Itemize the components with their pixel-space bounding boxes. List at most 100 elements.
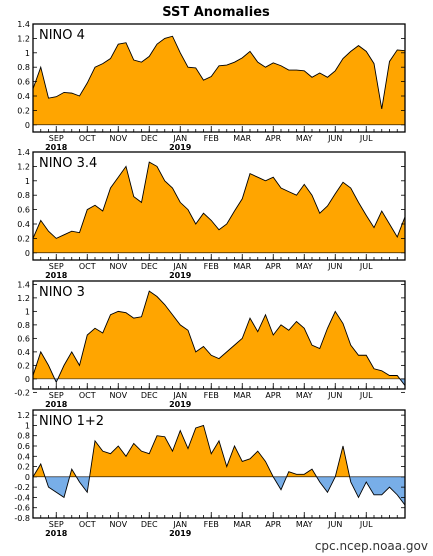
anomaly-line [33,424,405,506]
panel-2-plot-area [33,161,405,254]
y-tick-label: 0.8 [17,321,30,330]
y-tick-label: 1.4 [17,20,30,29]
source-credit: cpc.ncep.noaa.gov [315,539,428,553]
x-tick-label: FEB [204,262,219,271]
anomaly-line [33,161,405,239]
x-tick-label: MAR [233,134,251,143]
y-tick-label: 0.6 [17,334,30,343]
panel-label-background [37,284,87,301]
y-tick-label: -0.2 [14,483,30,492]
y-tick-label: 1.2 [17,34,30,43]
x-tick-label: JUL [359,391,373,400]
y-tick-label: 0.4 [17,220,30,229]
x-tick-label: FEB [204,134,219,143]
x-tick-label: MAR [233,520,251,529]
panel-3-plot-area [33,290,405,386]
x-tick-label: OCT [79,262,96,271]
y-tick-label: 1 [25,177,30,186]
panel-4-plot-area [33,424,405,506]
year-label: 2019 [169,271,192,280]
y-tick-label: 1 [25,421,30,430]
x-tick-label: JUN [327,134,342,143]
y-tick-label: 0.2 [17,234,30,243]
y-tick-label: 1.4 [17,280,30,289]
x-tick-label: JUN [327,391,342,400]
x-tick-label: JUN [327,262,342,271]
x-tick-label: OCT [79,391,96,400]
y-tick-label: 0.2 [17,106,30,115]
y-tick-label: -0.4 [14,493,30,502]
x-tick-label: JAN [172,520,187,529]
anomaly-line [33,35,405,110]
y-tick-label: 1.2 [17,411,30,420]
x-tick-label: APR [265,134,281,143]
x-tick-label: FEB [204,520,219,529]
y-tick-label: 0.4 [17,348,30,357]
x-tick-label: SEP [49,391,64,400]
panel-label-background [37,413,107,430]
y-tick-label: -0.8 [14,514,30,523]
positive-anomaly-area [33,425,350,477]
x-tick-label: APR [265,391,281,400]
x-tick-label: DEC [141,134,158,143]
y-tick-label: 0.6 [17,206,30,215]
y-tick-label: 1.4 [17,148,30,157]
x-tick-label: FEB [204,391,219,400]
panel-3: -0.2 0 0.2 0.4 0.6 0.8 1 1.2 1.4 SEP OCT NOV DEC JAN F… [14,280,406,409]
x-tick-label: MAY [296,520,313,529]
x-tick-label: MAY [296,262,313,271]
x-tick-label: MAR [233,262,251,271]
x-tick-label: MAY [296,134,313,143]
x-tick-label: JUL [359,262,373,271]
positive-anomaly-area [33,162,405,253]
year-label: 2018 [45,143,68,152]
y-tick-label: 1 [25,307,30,316]
y-tick-label: 0.6 [17,78,30,87]
x-tick-label: JAN [172,391,187,400]
x-tick-label: MAR [233,391,251,400]
x-tick-label: OCT [79,134,96,143]
x-tick-label: SEP [49,262,64,271]
x-tick-label: JAN [172,262,187,271]
x-tick-label: JUL [359,520,373,529]
x-tick-label: MAY [296,391,313,400]
y-tick-label: 0.4 [17,452,30,461]
x-tick-label: APR [265,520,281,529]
x-tick-label: JUN [327,520,342,529]
y-tick-label: 0.8 [17,432,30,441]
y-tick-label: 0 [25,375,30,384]
x-tick-label: DEC [141,520,158,529]
x-tick-label: DEC [141,391,158,400]
panel-label: NINO 1+2 [39,414,104,429]
figure-title: SST Anomalies [162,5,270,20]
y-tick-label: 0 [25,473,30,482]
x-tick-label: OCT [79,520,96,529]
x-tick-label: NOV [109,134,127,143]
panel-1: 0 0.2 0.4 0.6 0.8 1 1.2 1.4 SEP OCT NOV DEC JAN FEB MA… [17,20,406,152]
y-tick-label: 0 [25,121,30,130]
y-tick-label: -0.6 [14,504,30,513]
year-label: 2018 [45,271,68,280]
year-label: 2019 [169,529,192,538]
y-tick-label: 1.2 [17,294,30,303]
panel-1-plot-area [33,35,405,126]
x-tick-label: APR [265,262,281,271]
year-label: 2018 [45,400,68,409]
y-tick-label: 0.8 [17,191,30,200]
x-tick-label: SEP [49,134,64,143]
panel-label: NINO 4 [39,28,85,43]
panel-label-background [37,27,87,44]
panel-2: 0 0.2 0.4 0.6 0.8 1 1.2 1.4 SEP OCT NOV DEC JAN FEB MA… [17,148,406,280]
x-tick-label: SEP [49,520,64,529]
anomaly-line [33,290,405,386]
negative-anomaly-area [33,476,405,506]
y-tick-label: 1.2 [17,162,30,171]
y-tick-label: 0.2 [17,463,30,472]
panel-label: NINO 3.4 [39,156,97,171]
year-label: 2018 [45,529,68,538]
x-tick-label: NOV [109,262,127,271]
x-tick-label: JAN [172,134,187,143]
y-tick-label: -0.2 [14,388,30,397]
